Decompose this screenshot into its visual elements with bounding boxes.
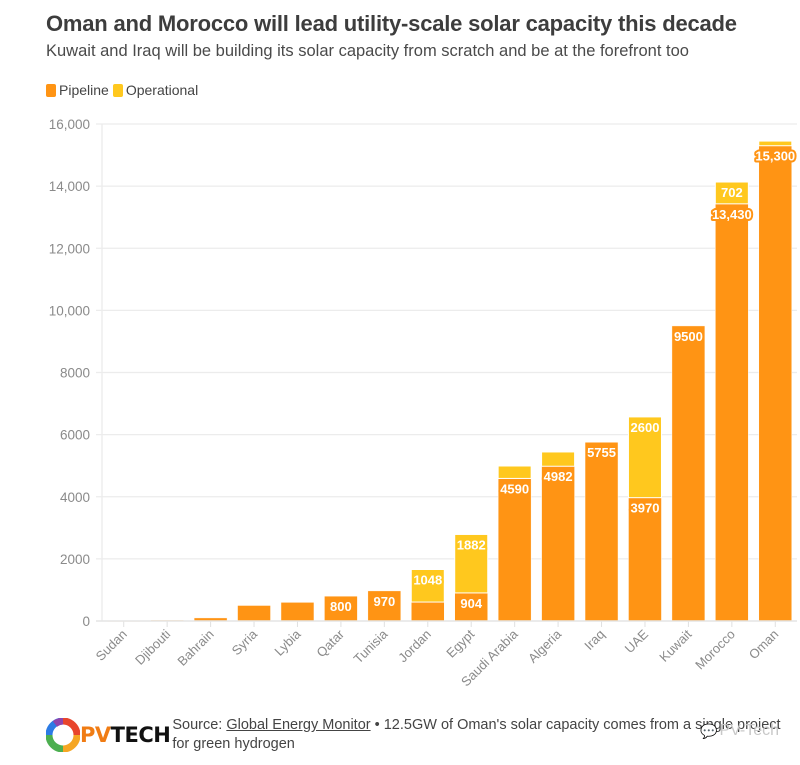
x-tick-label: Syria <box>229 626 261 658</box>
chart-subtitle: Kuwait and Iraq will be building its sol… <box>46 42 689 60</box>
bars <box>106 140 793 622</box>
x-tick-label: Bahrain <box>174 627 216 669</box>
bar-operational-saudi-arabia[interactable] <box>497 465 532 479</box>
x-tick-label: Egypt <box>443 626 477 660</box>
source-prefix: Source: <box>172 717 227 733</box>
bar-pipeline-kuwait[interactable] <box>671 325 706 622</box>
x-tick-label: Qatar <box>313 626 347 660</box>
legend-swatch-operational <box>112 83 123 97</box>
x-tick-label: Oman <box>746 627 782 663</box>
x-tick-label: UAE <box>622 626 652 656</box>
x-tick-label: Lybia <box>271 626 304 659</box>
logo-wordmark: PVTECH <box>80 722 171 747</box>
data-label: 15,300 <box>755 149 795 164</box>
stacked-bar-chart: 0 2000 4000 6000 8000 10,000 12,000 14,000 16,00… <box>49 117 797 689</box>
y-tick-label: 10,000 <box>49 303 90 318</box>
y-tick-label: 4000 <box>60 490 90 505</box>
bar-pipeline-iraq[interactable] <box>584 441 619 622</box>
bar-operational-uae[interactable] <box>627 416 662 499</box>
bar-pipeline-uae[interactable] <box>628 497 662 622</box>
data-label: 702 <box>721 185 743 200</box>
pvtech-ring-icon <box>46 718 80 752</box>
data-label: 4590 <box>500 481 529 496</box>
y-tick-label: 14,000 <box>49 179 90 194</box>
watermark-text: PV-Tech <box>719 722 780 739</box>
x-tick-label: Tunisia <box>351 626 391 666</box>
x-tick-label: Sudan <box>93 627 130 664</box>
data-label: 9500 <box>674 329 703 344</box>
x-tick-label: Kuwait <box>656 626 694 664</box>
wechat-icon: 💬 <box>700 722 718 739</box>
bar-pipeline-qatar[interactable] <box>324 595 358 622</box>
bar-operational-algeria[interactable] <box>541 451 576 467</box>
legend: Pipeline Operational <box>46 82 202 98</box>
x-axis: Sudan Djibouti Bahrain Syria Lybia Qatar Tunis… <box>93 620 797 689</box>
bar-operational-morocco[interactable] <box>714 181 749 205</box>
source-note-text: • 12.5GW of Oman's solar capacity comes … <box>172 717 781 752</box>
legend-label-pipeline: Pipeline <box>59 82 109 98</box>
source-note: Source: Global Energy Monitor • 12.5GW o… <box>172 716 800 754</box>
y-tick-label: 6000 <box>60 428 90 443</box>
bar-pipeline-oman[interactable] <box>758 145 793 622</box>
legend-item-pipeline[interactable]: Pipeline <box>46 82 109 98</box>
chart-title: Oman and Morocco will lead utility-scale… <box>46 11 737 36</box>
bar-operational-jordan[interactable] <box>410 568 445 603</box>
data-label: 13,430 <box>712 207 752 222</box>
bar-pipeline-saudi-arabia[interactable] <box>497 478 532 622</box>
pvtech-logo: PVTECH <box>46 718 171 752</box>
y-tick-label: 2000 <box>60 552 90 567</box>
x-tick-label: Morocco <box>692 627 738 673</box>
data-label: 5755 <box>587 445 616 460</box>
legend-swatch-pipeline <box>46 83 56 97</box>
bar-operational-oman[interactable] <box>758 140 793 147</box>
y-tick-label: 8000 <box>60 366 90 381</box>
source-link[interactable]: Global Energy Monitor <box>226 717 371 733</box>
bar-pipeline-morocco[interactable] <box>715 203 749 622</box>
bar-pipeline-lybia[interactable] <box>280 602 315 622</box>
x-tick-label: Djibouti <box>132 626 173 667</box>
y-tick-label: 12,000 <box>49 241 90 256</box>
data-label: 800 <box>330 599 352 614</box>
data-labels: 800 970 1048 904 1882 4590 4982 5755 3970 2600 950… <box>328 147 797 616</box>
x-tick-label: Iraq <box>581 627 607 653</box>
y-tick-label: 0 <box>82 614 90 629</box>
data-label: 3970 <box>631 501 660 516</box>
legend-item-operational[interactable]: Operational <box>112 82 199 98</box>
data-label: 4982 <box>544 469 573 484</box>
bar-pipeline-syria[interactable] <box>237 605 271 622</box>
bar-operational-egypt[interactable] <box>454 533 489 594</box>
y-tick-label: 16,000 <box>49 117 90 132</box>
watermark: 💬 PV-Tech <box>700 722 779 740</box>
y-axis: 0 2000 4000 6000 8000 10,000 12,000 14,000 16,00… <box>49 117 90 629</box>
data-label: 904 <box>460 596 482 611</box>
data-label: 1882 <box>457 537 486 552</box>
data-label: 1048 <box>413 572 442 587</box>
x-tick-label: Jordan <box>395 627 434 666</box>
legend-label-operational: Operational <box>125 82 199 98</box>
data-label: 970 <box>373 594 395 609</box>
bar-pipeline-algeria[interactable] <box>541 465 575 622</box>
x-tick-label: Algeria <box>525 626 565 666</box>
bar-pipeline-tunisia[interactable] <box>367 590 402 622</box>
footer: PVTECH Source: Global Energy Monitor • 1… <box>46 716 800 754</box>
data-label: 2600 <box>631 420 660 435</box>
bar-pipeline-jordan[interactable] <box>411 601 445 622</box>
